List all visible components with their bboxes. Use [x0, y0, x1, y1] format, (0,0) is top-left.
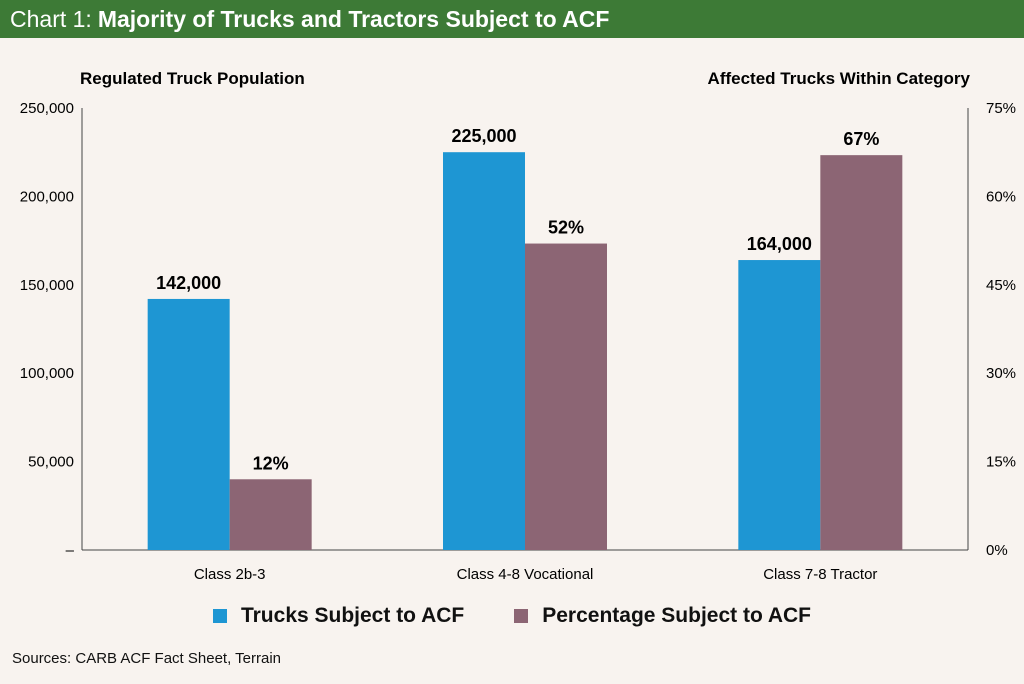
- right-tick-label: 60%: [986, 188, 1016, 205]
- bar-trucks: [443, 152, 525, 550]
- source-note: Sources: CARB ACF Fact Sheet, Terrain: [12, 650, 281, 667]
- right-axis-title: Affected Trucks Within Category: [708, 69, 971, 88]
- bar-trucks: [738, 260, 821, 550]
- legend-item-trucks: Trucks Subject to ACF: [212, 604, 465, 628]
- chart-title-bar: Chart 1: Majority of Trucks and Tractors…: [0, 0, 1024, 38]
- left-tick-label: 250,000: [20, 100, 74, 117]
- legend-swatch-trucks: [212, 609, 227, 623]
- bar-percentage: [525, 243, 607, 550]
- right-tick-label: 75%: [986, 100, 1016, 117]
- chart-title: Majority of Trucks and Tractors Subject …: [97, 5, 610, 32]
- bar-percentage: [229, 479, 312, 550]
- legend: Trucks Subject to ACF Percentage Subject…: [0, 604, 1024, 628]
- left-tick-label: 100,000: [20, 365, 74, 382]
- left-axis-title: Regulated Truck Population: [80, 69, 305, 88]
- data-label-percentage: 12%: [253, 453, 289, 473]
- left-tick-label: 150,000: [20, 277, 74, 294]
- x-tick-label: Class 7-8 Tractor: [763, 566, 877, 583]
- legend-swatch-percentage: [514, 609, 529, 623]
- bar-chart: Regulated Truck Population Affected Truck…: [20, 69, 1016, 583]
- bar-percentage: [820, 155, 903, 550]
- right-tick-label: 45%: [986, 277, 1016, 294]
- legend-item-percentage: Percentage Subject to ACF: [514, 604, 811, 628]
- right-tick-label: 15%: [986, 454, 1016, 471]
- data-label-trucks: 164,000: [747, 234, 812, 254]
- right-tick-label: 30%: [986, 365, 1016, 382]
- legend-label-trucks: Trucks Subject to ACF: [240, 604, 465, 627]
- data-label-trucks: 142,000: [156, 273, 221, 293]
- data-label-percentage: 52%: [548, 218, 584, 238]
- left-tick-label: 200,000: [20, 188, 74, 205]
- left-tick-label: –: [66, 542, 75, 559]
- bar-trucks: [147, 298, 230, 550]
- data-label-percentage: 67%: [843, 129, 879, 149]
- legend-label-percentage: Percentage Subject to ACF: [542, 604, 812, 627]
- x-tick-label: Class 2b-3: [194, 566, 266, 583]
- chart-number: Chart 1:: [10, 5, 92, 32]
- left-tick-label: 50,000: [28, 454, 74, 471]
- data-label-trucks: 225,000: [451, 126, 516, 146]
- x-tick-label: Class 4-8 Vocational: [457, 566, 594, 583]
- right-tick-label: 0%: [986, 542, 1008, 559]
